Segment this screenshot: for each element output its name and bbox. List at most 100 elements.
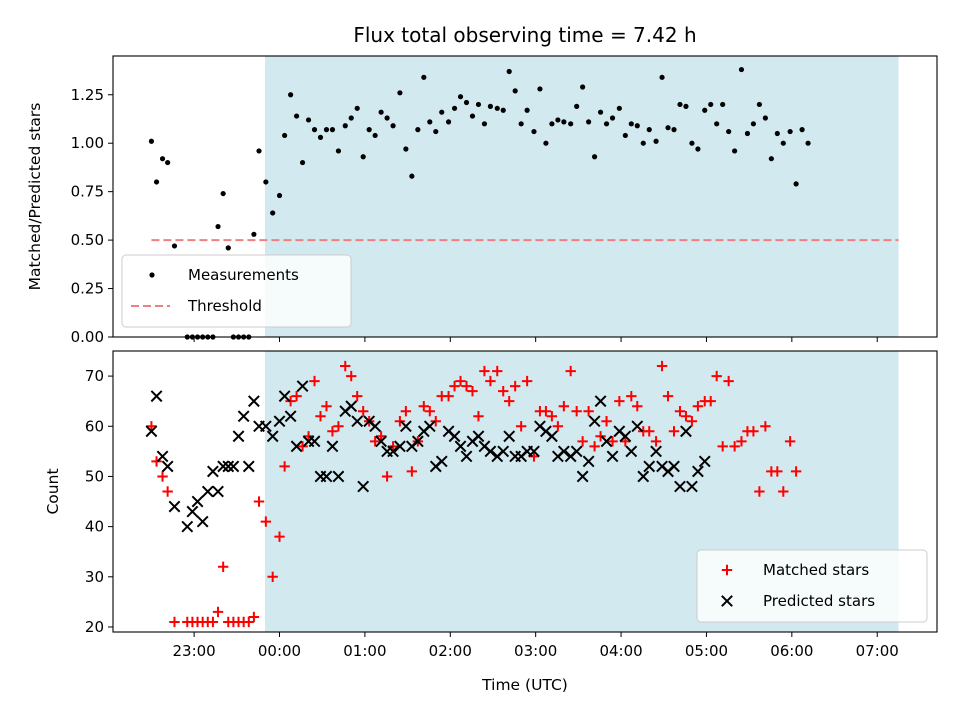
data-point <box>390 123 396 129</box>
data-point <box>159 156 166 162</box>
data-point <box>430 416 441 427</box>
data-point <box>181 520 194 533</box>
data-point <box>589 441 600 452</box>
data-point <box>217 561 229 572</box>
data-point <box>423 420 436 433</box>
data-point <box>780 140 786 146</box>
data-point <box>640 140 646 146</box>
data-point <box>653 138 659 144</box>
data-point <box>406 466 418 477</box>
data-point <box>543 140 549 146</box>
data-point <box>595 431 606 442</box>
data-point <box>686 480 698 493</box>
data-point <box>732 148 738 154</box>
data-point <box>689 140 695 146</box>
data-point <box>738 66 745 73</box>
axes-frame <box>112 350 938 633</box>
data-point <box>498 385 509 397</box>
legend-label: Matched stars <box>763 561 869 579</box>
y-tick-label: 40 <box>85 518 104 536</box>
data-point <box>558 400 570 412</box>
y-axis-label: Count <box>44 468 62 514</box>
data-point <box>772 466 783 477</box>
data-point <box>153 179 160 185</box>
data-point <box>524 107 530 113</box>
data-point <box>463 99 470 106</box>
data-point <box>340 360 351 372</box>
data-point <box>282 132 288 139</box>
data-point <box>393 440 406 453</box>
data-point <box>497 445 510 458</box>
data-point <box>528 445 540 458</box>
data-point <box>650 445 662 458</box>
data-point <box>351 415 364 428</box>
data-point <box>582 455 595 468</box>
data-point <box>540 406 552 417</box>
data-point <box>311 127 318 133</box>
data-point <box>321 400 332 412</box>
data-point <box>619 430 632 443</box>
data-point <box>705 395 716 407</box>
y-tick-label: 1.00 <box>71 134 104 152</box>
data-point <box>403 146 409 152</box>
data-point <box>156 450 169 463</box>
data-point <box>220 190 226 197</box>
data-point <box>607 436 618 447</box>
data-point <box>248 611 260 623</box>
data-point <box>427 119 433 125</box>
data-point <box>329 127 336 133</box>
y-tick-label: 0.75 <box>71 183 104 201</box>
data-point <box>191 495 204 508</box>
data-point <box>597 109 604 115</box>
y-tick-label: 20 <box>85 618 104 636</box>
data-point <box>626 390 637 402</box>
data-point <box>357 406 369 417</box>
data-point <box>577 436 588 447</box>
data-point <box>632 400 643 412</box>
data-point <box>308 435 321 448</box>
data-point <box>695 146 701 152</box>
legend-swatch <box>721 564 733 576</box>
data-point <box>503 430 516 443</box>
data-point <box>270 210 276 216</box>
data-point <box>568 121 574 127</box>
y-tick-label: 50 <box>85 467 104 485</box>
data-point <box>509 380 521 392</box>
data-point <box>387 441 399 452</box>
data-point <box>168 500 181 513</box>
data-point <box>600 435 613 448</box>
x-tick-label: 00:00 <box>258 642 301 660</box>
data-point <box>372 132 378 139</box>
data-point <box>736 436 747 447</box>
data-point <box>500 107 506 113</box>
axes-frame <box>112 55 938 338</box>
x-tick-label: 23:00 <box>173 642 216 660</box>
data-point <box>259 420 272 433</box>
data-point <box>150 390 163 403</box>
y-axis-label: Matched/Predicted stars <box>26 103 44 291</box>
data-point <box>212 485 224 498</box>
data-point <box>278 390 291 403</box>
data-point <box>484 445 497 458</box>
data-point <box>360 154 366 160</box>
data-point <box>332 470 345 483</box>
data-point <box>342 123 348 129</box>
data-point <box>317 134 324 140</box>
data-point <box>461 380 472 392</box>
y-tick-label: 1.25 <box>71 86 104 104</box>
x-tick-label: 04:00 <box>599 642 642 660</box>
data-point <box>616 105 622 111</box>
data-point <box>634 123 640 129</box>
data-point <box>375 435 388 448</box>
x-tick-label: 05:00 <box>685 642 728 660</box>
data-point <box>305 117 312 123</box>
data-point <box>561 119 567 125</box>
data-point <box>674 406 686 417</box>
data-point <box>169 616 180 628</box>
data-point <box>399 420 412 433</box>
legend-box <box>121 254 352 328</box>
data-point <box>628 121 634 127</box>
data-point <box>148 138 155 144</box>
data-point <box>656 360 668 372</box>
